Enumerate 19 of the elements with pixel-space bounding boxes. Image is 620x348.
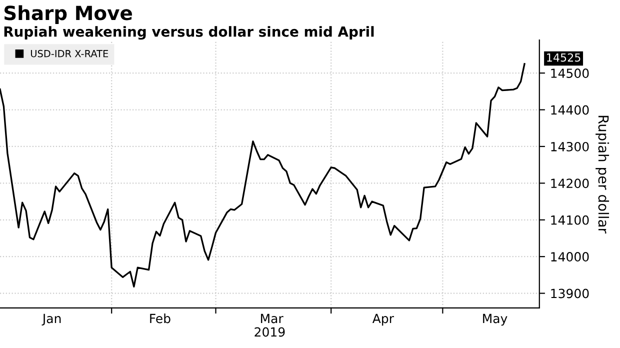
y-tick-label: 14400 [551, 105, 589, 115]
chart-title: Sharp Move [4, 5, 132, 24]
x-axis-title: 2019 [254, 327, 285, 337]
y-tick-label: 14200 [551, 178, 589, 188]
y-tick-label: 14000 [551, 252, 589, 262]
x-tick-label: Feb [150, 314, 170, 324]
y-tick-label: 14300 [551, 142, 589, 152]
x-tick-label: Jan [42, 314, 61, 326]
x-tick-label: Mar [260, 314, 284, 324]
x-tick-label: Apr [372, 314, 394, 326]
annotation: 14525 [547, 53, 580, 62]
legend-label: USD-IDR X-RATE [30, 50, 108, 58]
x-tick-label: May [483, 314, 508, 326]
chart-subtitle: Rupiah weakening versus dollar since mid April [4, 26, 374, 40]
y-axis-title: Rupiah per dollar [596, 116, 610, 234]
y-tick-label: 13900 [551, 288, 589, 298]
y-tick-label: 14500 [551, 68, 589, 78]
line-series [0, 63, 526, 288]
y-tick-label: 14100 [551, 215, 589, 225]
